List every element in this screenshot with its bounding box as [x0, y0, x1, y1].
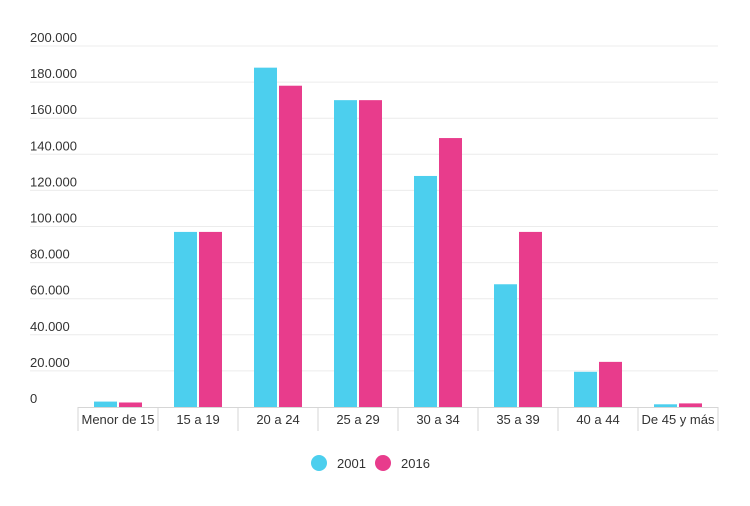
- bar-2001: [414, 175, 437, 407]
- bar-2016: [119, 402, 142, 407]
- y-tick-label: 20.000: [30, 355, 70, 370]
- y-tick-label: 40.000: [30, 319, 70, 334]
- y-axis-ticks: 0 20.000 40.000 60.000 80.000 100.000 120.000 1…: [30, 30, 77, 406]
- legend: 2001 2016: [311, 455, 430, 471]
- legend-label-2001: 2001: [337, 456, 366, 471]
- legend-swatch-2001: [311, 455, 327, 471]
- bar-2016: [199, 231, 222, 407]
- y-tick-label: 160.000: [30, 102, 77, 117]
- x-axis: Menor de 15 15 a 19 20 a 24 25 a 29 30 a 34 3…: [77, 407, 719, 431]
- bar-2001: [174, 231, 197, 407]
- legend-label-2016: 2016: [401, 456, 430, 471]
- y-tick-label: 0: [30, 391, 37, 406]
- bar-2001: [574, 371, 597, 407]
- x-category-label: Menor de 15: [82, 412, 155, 427]
- y-tick-label: 60.000: [30, 283, 70, 298]
- y-tick-label: 200.000: [30, 30, 77, 45]
- x-category-label: 30 a 34: [416, 412, 459, 427]
- x-category-label: 35 a 39: [496, 412, 539, 427]
- x-category-label: 20 a 24: [256, 412, 299, 427]
- bar-2016: [279, 85, 302, 408]
- bars: [94, 67, 702, 408]
- y-tick-label: 180.000: [30, 66, 77, 81]
- x-category-label: De 45 y más: [642, 412, 715, 427]
- bar-2016: [599, 361, 622, 407]
- bar-2016: [679, 403, 702, 407]
- bar-2001: [494, 284, 517, 407]
- x-category-label: 40 a 44: [576, 412, 619, 427]
- y-tick-label: 80.000: [30, 247, 70, 262]
- bar-2001: [334, 100, 357, 408]
- legend-swatch-2016: [375, 455, 391, 471]
- bar-2016: [359, 100, 382, 408]
- y-tick-label: 120.000: [30, 174, 77, 189]
- y-tick-label: 100.000: [30, 211, 77, 226]
- bar-2001: [94, 401, 117, 407]
- bar-2016: [439, 138, 462, 407]
- y-tick-label: 140.000: [30, 138, 77, 153]
- bar-2001: [254, 67, 277, 407]
- bar-2016: [519, 231, 542, 407]
- x-category-label: 25 a 29: [336, 412, 379, 427]
- bar-2001: [654, 404, 677, 407]
- x-category-label: 15 a 19: [176, 412, 219, 427]
